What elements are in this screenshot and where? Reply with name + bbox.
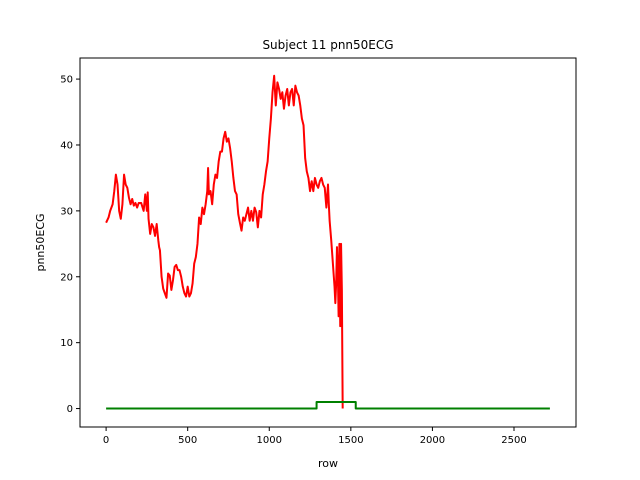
y-axis-label: pnn50ECG [34, 213, 47, 271]
x-tick-label: 2000 [420, 435, 445, 446]
series-layer [105, 74, 550, 410]
x-tick-label: 500 [178, 435, 197, 446]
y-axis: 0 10 20 30 40 50 [60, 75, 80, 415]
series-line-1 [105, 74, 344, 409]
y-tick-label: 20 [60, 272, 73, 283]
series-line-2 [106, 400, 550, 410]
x-tick-label: 1500 [338, 435, 363, 446]
x-tick-label: 0 [103, 435, 109, 446]
x-axis-label: row [318, 457, 338, 470]
y-tick-label: 0 [67, 404, 73, 415]
y-tick-label: 10 [60, 338, 73, 349]
axes-frame [79, 57, 577, 428]
chart-title: Subject 11 pnn50ECG [262, 38, 393, 52]
y-tick-label: 30 [60, 206, 73, 217]
y-tick-label: 50 [60, 75, 73, 86]
y-tick-label: 40 [60, 140, 73, 151]
x-axis: 0 500 1000 1500 2000 2500 [103, 427, 527, 446]
x-tick-label: 2500 [501, 435, 526, 446]
x-tick-label: 1000 [257, 435, 282, 446]
